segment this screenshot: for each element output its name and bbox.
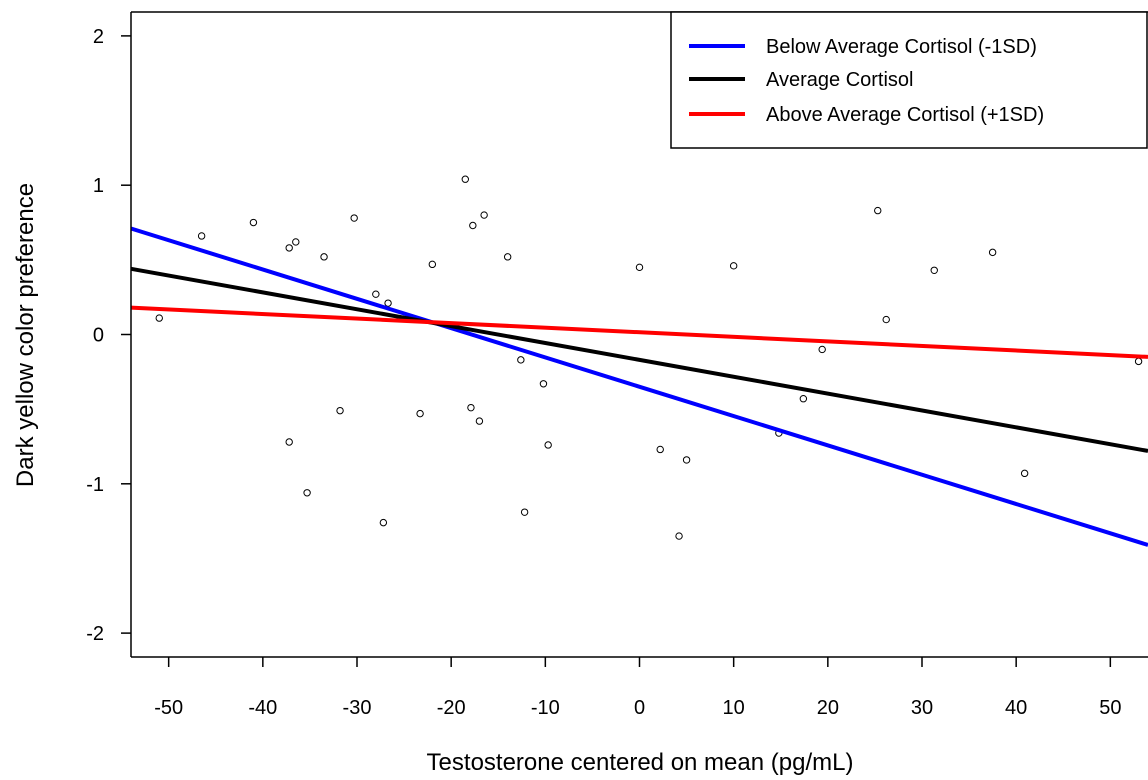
data-point <box>656 445 664 454</box>
y-tick-label: -2 <box>86 623 104 645</box>
x-tick-label: 20 <box>817 697 839 719</box>
x-tick-label: 30 <box>911 697 933 719</box>
data-point <box>467 403 475 412</box>
legend: Below Average Cortisol (-1SD) Average Co… <box>670 11 1148 149</box>
data-point <box>384 299 392 307</box>
data-point <box>285 244 293 252</box>
x-tick-label: -30 <box>343 697 372 719</box>
line-average-cortisol <box>130 266 1148 453</box>
legend-label-above: Above Average Cortisol (+1SD) <box>766 104 1044 126</box>
data-point <box>336 406 344 415</box>
data-point <box>461 175 469 183</box>
data-point <box>475 417 484 425</box>
x-tick-label: 40 <box>1005 697 1027 719</box>
data-point <box>1020 469 1029 478</box>
data-point <box>469 221 477 230</box>
data-point <box>874 206 882 215</box>
legend-label-below: Below Average Cortisol (-1SD) <box>766 36 1037 58</box>
x-tick-label: 0 <box>634 697 645 719</box>
data-point <box>520 508 529 516</box>
data-point <box>285 438 293 446</box>
x-tick-label: -20 <box>437 697 466 719</box>
x-tick-label: -10 <box>531 697 560 719</box>
data-point <box>350 214 358 222</box>
data-point <box>428 260 437 269</box>
line-below-average-cortisol <box>130 226 1148 547</box>
data-point <box>292 238 300 246</box>
data-point <box>682 456 691 464</box>
data-point <box>480 211 488 219</box>
data-point <box>320 253 328 261</box>
data-marks <box>130 175 1148 547</box>
data-point <box>503 253 512 261</box>
y-tick-label: -1 <box>86 474 104 496</box>
legend-label-average: Average Cortisol <box>766 69 913 91</box>
data-point <box>539 380 548 388</box>
data-point <box>517 356 525 364</box>
y-tick-label: 2 <box>93 26 104 48</box>
x-axis-title: Testosterone centered on mean (pg/mL) <box>427 749 854 776</box>
data-point <box>249 218 258 227</box>
data-point <box>635 263 644 272</box>
data-point <box>799 395 808 403</box>
x-tick-label: -50 <box>154 697 183 719</box>
y-axis-title: Dark yellow color preference <box>12 183 39 487</box>
y-axis-ticks: -2 -1 0 1 2 <box>86 26 131 645</box>
data-point <box>303 489 311 497</box>
data-point <box>197 232 206 240</box>
x-axis-ticks: -50 -40 -30 -20 -10 0 10 20 30 40 50 <box>154 657 1121 719</box>
data-point <box>729 262 738 270</box>
data-point <box>379 518 388 527</box>
data-point <box>882 315 890 324</box>
y-tick-label: 1 <box>93 175 104 197</box>
data-point <box>930 266 938 274</box>
data-point <box>818 345 826 354</box>
data-point <box>372 290 380 298</box>
data-point <box>675 532 683 540</box>
y-tick-label: 0 <box>93 325 104 347</box>
legend-box <box>670 11 1148 149</box>
line-above-average-cortisol <box>130 305 1148 359</box>
data-point <box>988 248 997 257</box>
x-tick-label: -40 <box>248 697 277 719</box>
data-point <box>416 409 424 418</box>
x-tick-label: 10 <box>723 697 745 719</box>
data-point <box>544 441 552 449</box>
x-tick-label: 50 <box>1099 697 1121 719</box>
data-point <box>155 314 163 322</box>
